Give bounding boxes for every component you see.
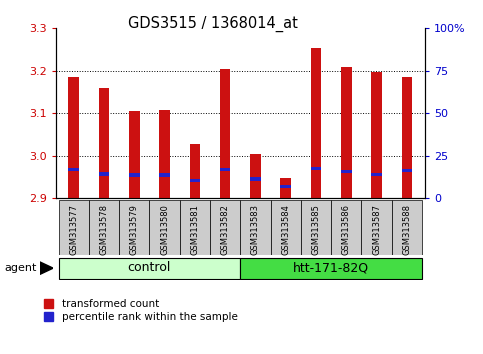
Bar xyxy=(371,72,382,198)
Bar xyxy=(69,77,79,198)
Text: GSM313585: GSM313585 xyxy=(312,204,321,255)
Bar xyxy=(119,200,149,255)
Bar xyxy=(220,168,230,171)
Bar xyxy=(250,154,261,198)
Text: GDS3515 / 1368014_at: GDS3515 / 1368014_at xyxy=(128,16,298,32)
Text: GSM313583: GSM313583 xyxy=(251,204,260,255)
Bar xyxy=(241,258,422,279)
Bar xyxy=(241,200,270,255)
Bar xyxy=(129,111,140,198)
Bar xyxy=(159,173,170,177)
Text: GSM313579: GSM313579 xyxy=(130,204,139,255)
Bar xyxy=(89,200,119,255)
Bar xyxy=(281,185,291,188)
Text: GSM313578: GSM313578 xyxy=(99,204,109,255)
Bar xyxy=(361,200,392,255)
Bar xyxy=(210,200,241,255)
Bar xyxy=(180,200,210,255)
Bar xyxy=(341,170,352,173)
Bar xyxy=(189,144,200,198)
Bar xyxy=(189,179,200,182)
Text: GSM313582: GSM313582 xyxy=(221,204,229,255)
Bar xyxy=(270,200,301,255)
Text: GSM313586: GSM313586 xyxy=(342,204,351,255)
Bar xyxy=(311,167,321,170)
Text: agent: agent xyxy=(5,263,37,273)
Text: GSM313580: GSM313580 xyxy=(160,204,169,255)
Legend: transformed count, percentile rank within the sample: transformed count, percentile rank withi… xyxy=(44,299,238,322)
Bar xyxy=(341,67,352,198)
Bar xyxy=(401,169,412,172)
Bar xyxy=(392,200,422,255)
Bar xyxy=(301,200,331,255)
Bar xyxy=(220,69,230,198)
Bar xyxy=(69,168,79,171)
Bar xyxy=(331,200,361,255)
Text: GSM313588: GSM313588 xyxy=(402,204,412,255)
Bar xyxy=(311,48,321,198)
Bar xyxy=(58,200,89,255)
Bar xyxy=(281,178,291,198)
Bar xyxy=(129,173,140,177)
Text: control: control xyxy=(128,261,171,274)
Bar xyxy=(371,173,382,176)
Text: htt-171-82Q: htt-171-82Q xyxy=(293,261,369,274)
Bar xyxy=(99,88,109,198)
Polygon shape xyxy=(40,262,53,275)
Bar xyxy=(99,172,109,176)
Text: GSM313577: GSM313577 xyxy=(69,204,78,255)
Bar xyxy=(401,77,412,198)
Text: GSM313584: GSM313584 xyxy=(281,204,290,255)
Bar xyxy=(58,258,241,279)
Bar xyxy=(149,200,180,255)
Bar xyxy=(159,110,170,198)
Text: GSM313581: GSM313581 xyxy=(190,204,199,255)
Text: GSM313587: GSM313587 xyxy=(372,204,381,255)
Bar xyxy=(250,177,261,181)
